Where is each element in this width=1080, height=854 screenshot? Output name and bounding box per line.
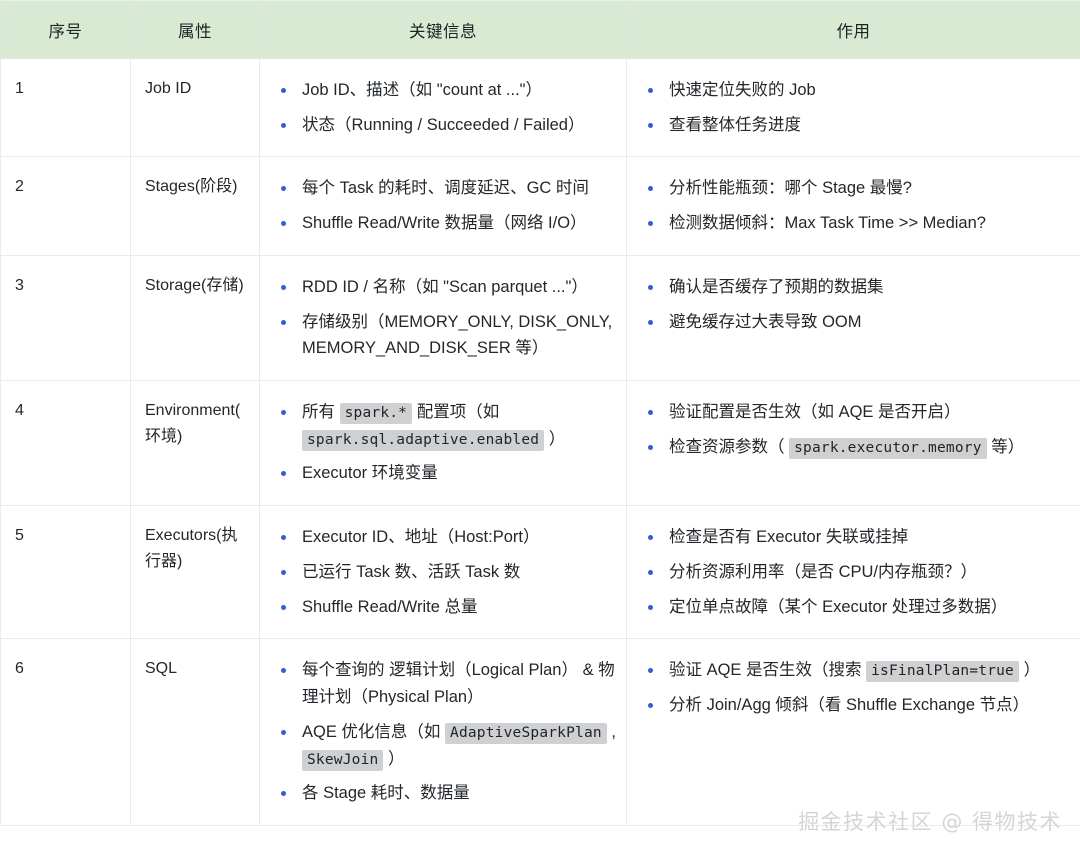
purpose-list: 验证配置是否生效（如 AQE 是否开启） 检查资源参数（ spark.execut…: [637, 399, 1070, 460]
key-info-list: RDD ID / 名称（如 "Scan parquet ..."） 存储级别（ME…: [270, 274, 616, 362]
table-row: 6 SQL 每个查询的 逻辑计划（Logical Plan） & 物理计划（Phys…: [0, 638, 1080, 826]
cell-index: 2: [0, 156, 131, 256]
purpose-list: 快速定位失败的 Job 查看整体任务进度: [637, 77, 1070, 138]
spark-ui-info-table: 序号 属性 关键信息 作用 1 Job ID Job ID、描述（如 "count …: [0, 0, 1080, 826]
header-row: 序号 属性 关键信息 作用: [0, 0, 1080, 59]
cell-index: 1: [0, 57, 131, 158]
column-header-index: 序号: [0, 0, 131, 59]
cell-attribute: SQL: [130, 638, 260, 826]
cell-key-info: RDD ID / 名称（如 "Scan parquet ..."） 存储级别（ME…: [259, 254, 627, 382]
bullet-item: 验证 AQE 是否生效（搜索 isFinalPlan=true ）: [637, 657, 1070, 684]
cell-index: 4: [0, 380, 131, 507]
bullet-item: 已运行 Task 数、活跃 Task 数: [270, 559, 616, 586]
bullet-item: 检查是否有 Executor 失联或挂掉: [637, 524, 1070, 551]
cell-purpose: 分析性能瓶颈：哪个 Stage 最慢? 检测数据倾斜：Max Task Time …: [626, 156, 1080, 256]
bullet-item: 检测数据倾斜：Max Task Time >> Median?: [637, 210, 1070, 237]
table-row: 3 Storage(存储) RDD ID / 名称（如 "Scan parquet …: [0, 254, 1080, 382]
cell-key-info: Executor ID、地址（Host:Port） 已运行 Task 数、活跃 T…: [259, 505, 627, 640]
inline-code: spark.*: [339, 403, 413, 425]
column-header-purpose: 作用: [626, 0, 1080, 59]
purpose-list: 检查是否有 Executor 失联或挂掉 分析资源利用率（是否 CPU/内存瓶颈？…: [637, 524, 1070, 620]
bullet-item: RDD ID / 名称（如 "Scan parquet ..."）: [270, 274, 616, 301]
inline-code: spark.executor.memory: [789, 437, 987, 459]
cell-purpose: 验证 AQE 是否生效（搜索 isFinalPlan=true ） 分析 Join…: [626, 638, 1080, 826]
bullet-item: 状态（Running / Succeeded / Failed）: [270, 112, 616, 139]
cell-purpose: 确认是否缓存了预期的数据集 避免缓存过大表导致 OOM: [626, 254, 1080, 382]
cell-purpose: 验证配置是否生效（如 AQE 是否开启） 检查资源参数（ spark.execut…: [626, 380, 1080, 507]
table-row: 2 Stages(阶段) 每个 Task 的耗时、调度延迟、GC 时间 Shuffle…: [0, 156, 1080, 256]
key-info-list: Job ID、描述（如 "count at ..."） 状态（Running / …: [270, 77, 616, 138]
bullet-item: 分析资源利用率（是否 CPU/内存瓶颈？）: [637, 559, 1070, 586]
key-info-list: 每个查询的 逻辑计划（Logical Plan） & 物理计划（Physical…: [270, 657, 616, 807]
bullet-item: Shuffle Read/Write 总量: [270, 594, 616, 621]
bullet-item: 验证配置是否生效（如 AQE 是否开启）: [637, 399, 1070, 426]
column-header-key-info: 关键信息: [259, 0, 627, 59]
cell-key-info: 所有 spark.* 配置项（如 spark.sql.adaptive.enab…: [259, 380, 627, 507]
cell-attribute: Job ID: [130, 57, 260, 158]
inline-code: isFinalPlan=true: [866, 661, 1019, 683]
bullet-item: AQE 优化信息（如 AdaptiveSparkPlan , SkewJoin …: [270, 719, 616, 772]
cell-key-info: 每个 Task 的耗时、调度延迟、GC 时间 Shuffle Read/Write…: [259, 156, 627, 256]
table-row: 5 Executors(执行器) Executor ID、地址（Host:Port）…: [0, 505, 1080, 640]
inline-code: spark.sql.adaptive.enabled: [302, 429, 545, 451]
cell-purpose: 快速定位失败的 Job 查看整体任务进度: [626, 57, 1080, 158]
table-row: 1 Job ID Job ID、描述（如 "count at ..."） 状态（Run…: [0, 57, 1080, 158]
purpose-list: 验证 AQE 是否生效（搜索 isFinalPlan=true ） 分析 Join…: [637, 657, 1070, 718]
purpose-list: 分析性能瓶颈：哪个 Stage 最慢? 检测数据倾斜：Max Task Time …: [637, 175, 1070, 236]
table-header: 序号 属性 关键信息 作用: [0, 0, 1080, 59]
cell-index: 6: [0, 638, 131, 826]
bullet-item: 所有 spark.* 配置项（如 spark.sql.adaptive.enab…: [270, 399, 616, 452]
key-info-list: 所有 spark.* 配置项（如 spark.sql.adaptive.enab…: [270, 399, 616, 487]
key-info-list: 每个 Task 的耗时、调度延迟、GC 时间 Shuffle Read/Write…: [270, 175, 616, 236]
cell-attribute: Executors(执行器): [130, 505, 260, 640]
bullet-item: 检查资源参数（ spark.executor.memory 等）: [637, 434, 1070, 461]
bullet-item: 分析 Join/Agg 倾斜（看 Shuffle Exchange 节点）: [637, 692, 1070, 719]
bullet-item: 避免缓存过大表导致 OOM: [637, 309, 1070, 336]
cell-key-info: Job ID、描述（如 "count at ..."） 状态（Running / …: [259, 57, 627, 158]
cell-attribute: Storage(存储): [130, 254, 260, 382]
bullet-item: 查看整体任务进度: [637, 112, 1070, 139]
key-info-list: Executor ID、地址（Host:Port） 已运行 Task 数、活跃 T…: [270, 524, 616, 620]
purpose-list: 确认是否缓存了预期的数据集 避免缓存过大表导致 OOM: [637, 274, 1070, 335]
bullet-item: Job ID、描述（如 "count at ..."）: [270, 77, 616, 104]
bullet-item: 各 Stage 耗时、数据量: [270, 780, 616, 807]
bullet-item: 确认是否缓存了预期的数据集: [637, 274, 1070, 301]
cell-index: 3: [0, 254, 131, 382]
bullet-item: Shuffle Read/Write 数据量（网络 I/O）: [270, 210, 616, 237]
table-row: 4 Environment(环境) 所有 spark.* 配置项（如 spark.s…: [0, 380, 1080, 507]
cell-key-info: 每个查询的 逻辑计划（Logical Plan） & 物理计划（Physical…: [259, 638, 627, 826]
bullet-item: 每个查询的 逻辑计划（Logical Plan） & 物理计划（Physical…: [270, 657, 616, 710]
inline-code: SkewJoin: [302, 749, 384, 771]
bullet-item: 每个 Task 的耗时、调度延迟、GC 时间: [270, 175, 616, 202]
bullet-item: Executor ID、地址（Host:Port）: [270, 524, 616, 551]
cell-attribute: Stages(阶段): [130, 156, 260, 256]
cell-index: 5: [0, 505, 131, 640]
bullet-item: 定位单点故障（某个 Executor 处理过多数据）: [637, 594, 1070, 621]
table-body: 1 Job ID Job ID、描述（如 "count at ..."） 状态（Run…: [0, 57, 1080, 826]
bullet-item: Executor 环境变量: [270, 460, 616, 487]
cell-attribute: Environment(环境): [130, 380, 260, 507]
column-header-attribute: 属性: [130, 0, 260, 59]
bullet-item: 分析性能瓶颈：哪个 Stage 最慢?: [637, 175, 1070, 202]
inline-code: AdaptiveSparkPlan: [445, 722, 607, 744]
cell-purpose: 检查是否有 Executor 失联或挂掉 分析资源利用率（是否 CPU/内存瓶颈？…: [626, 505, 1080, 640]
watermark: 掘金技术社区 @ 得物技术: [798, 810, 1062, 834]
bullet-item: 存储级别（MEMORY_ONLY, DISK_ONLY, MEMORY_AND_…: [270, 309, 616, 362]
bullet-item: 快速定位失败的 Job: [637, 77, 1070, 104]
